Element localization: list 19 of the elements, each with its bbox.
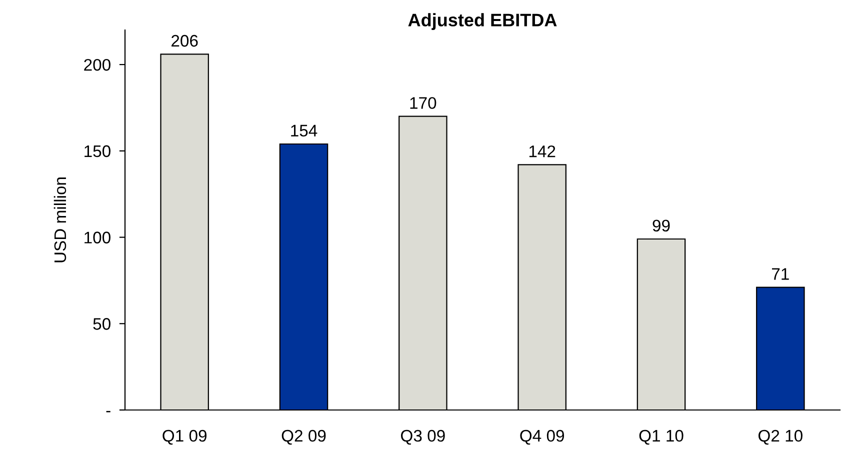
y-tick-label: 100 — [84, 232, 110, 244]
data-label: 170 — [410, 97, 436, 109]
data-label: 99 — [652, 220, 670, 232]
x-tick-label: Q4 09 — [520, 430, 564, 445]
x-tick-label: Q3 09 — [401, 430, 445, 445]
y-axis-title: USD million — [54, 178, 66, 262]
data-label: 71 — [772, 268, 789, 280]
x-tick-label: Q1 09 — [162, 430, 206, 445]
x-tick-label: Q1 10 — [639, 430, 684, 445]
data-label: 142 — [529, 145, 556, 158]
y-tick-label: 50 — [93, 318, 110, 330]
y-tick-label: 200 — [84, 58, 110, 71]
y-tick-label: 150 — [84, 145, 110, 158]
data-label: 154 — [291, 124, 318, 137]
data-label: 206 — [172, 34, 198, 47]
x-tick-label: Q2 10 — [758, 430, 802, 445]
x-tick-label: Q2 09 — [282, 430, 326, 445]
y-tick-label: - — [106, 410, 110, 412]
chart-title: Adjusted EBITDA — [408, 13, 557, 30]
